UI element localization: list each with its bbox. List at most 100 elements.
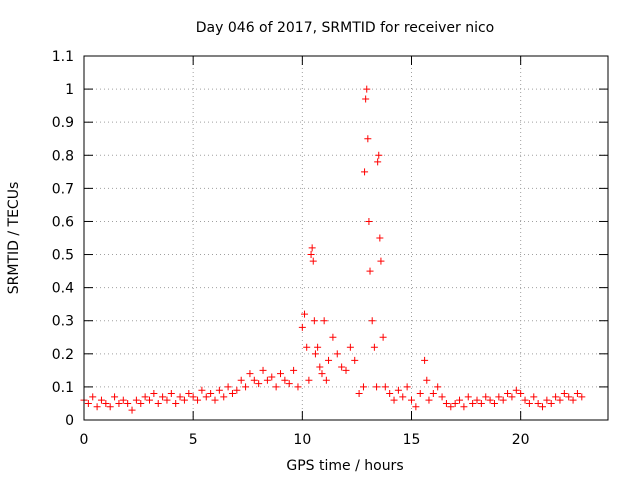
data-point bbox=[220, 393, 228, 401]
data-point bbox=[373, 383, 381, 391]
y-tick-label: 0.2 bbox=[52, 347, 74, 363]
data-point bbox=[477, 399, 485, 407]
data-point bbox=[552, 393, 560, 401]
data-point bbox=[255, 380, 263, 388]
data-point bbox=[434, 383, 442, 391]
data-point bbox=[215, 386, 223, 394]
data-point bbox=[172, 399, 180, 407]
data-point bbox=[311, 350, 319, 358]
series-srmtid bbox=[80, 85, 586, 414]
data-point bbox=[224, 383, 232, 391]
data-point bbox=[320, 317, 328, 325]
data-point bbox=[115, 399, 123, 407]
data-point bbox=[386, 390, 394, 398]
data-point bbox=[277, 370, 284, 378]
data-point bbox=[102, 399, 110, 407]
data-point bbox=[329, 333, 337, 341]
data-point bbox=[456, 396, 464, 404]
data-point bbox=[438, 393, 446, 401]
label-layer: 0 0.1 0.2 0.3 0.4 0.5 0.6 0.7 0.8 0.9 1 1.1 0 5 10 15 20 bbox=[52, 49, 530, 448]
data-point bbox=[93, 403, 101, 411]
data-point bbox=[281, 376, 289, 384]
data-point bbox=[495, 393, 503, 401]
x-tick-label: 0 bbox=[80, 432, 89, 448]
data-point bbox=[368, 317, 376, 325]
x-tick-label: 10 bbox=[293, 432, 311, 448]
data-point bbox=[556, 396, 564, 404]
data-point bbox=[547, 399, 555, 407]
tick-layer bbox=[83, 55, 608, 421]
grid-layer bbox=[84, 56, 608, 420]
y-tick-label: 1 bbox=[65, 82, 74, 98]
data-point bbox=[154, 399, 162, 407]
data-point bbox=[425, 396, 433, 404]
y-tick-label: 0.4 bbox=[52, 281, 74, 297]
data-layer bbox=[80, 85, 586, 414]
data-point bbox=[128, 406, 136, 414]
data-point bbox=[318, 370, 326, 378]
data-point bbox=[377, 257, 385, 265]
data-point bbox=[346, 343, 354, 351]
plot-frame bbox=[83, 55, 609, 421]
data-point bbox=[482, 393, 490, 401]
data-point bbox=[374, 158, 382, 166]
data-point bbox=[268, 373, 276, 381]
data-point bbox=[237, 376, 245, 384]
data-point bbox=[163, 396, 171, 404]
chart-title: Day 046 of 2017, SRMTID for receiver nic… bbox=[196, 20, 494, 36]
data-point bbox=[573, 390, 581, 398]
data-point bbox=[84, 399, 92, 407]
data-point bbox=[376, 234, 384, 242]
data-point bbox=[451, 399, 459, 407]
data-point bbox=[351, 356, 359, 364]
data-point bbox=[379, 333, 387, 341]
data-point bbox=[362, 95, 370, 103]
data-point bbox=[521, 396, 529, 404]
data-point bbox=[512, 386, 520, 394]
data-point bbox=[381, 383, 389, 391]
data-point bbox=[565, 393, 573, 401]
data-point bbox=[124, 399, 132, 407]
data-point bbox=[525, 399, 533, 407]
data-point bbox=[366, 267, 374, 275]
data-point bbox=[421, 356, 429, 364]
data-point bbox=[429, 390, 437, 398]
data-point bbox=[473, 396, 481, 404]
data-point bbox=[408, 396, 415, 404]
data-point bbox=[111, 393, 119, 401]
data-point bbox=[246, 370, 254, 378]
y-tick-label: 0.5 bbox=[52, 248, 74, 264]
data-point bbox=[132, 396, 140, 404]
data-point bbox=[263, 376, 271, 384]
data-point bbox=[307, 251, 315, 259]
data-point bbox=[250, 376, 258, 384]
data-point bbox=[322, 376, 330, 384]
y-tick-label: 1.1 bbox=[52, 49, 74, 65]
y-tick-label: 0.7 bbox=[52, 181, 74, 197]
data-point bbox=[464, 393, 472, 401]
data-point bbox=[375, 151, 383, 159]
data-point bbox=[394, 386, 402, 394]
data-point bbox=[365, 217, 373, 225]
data-point bbox=[578, 393, 586, 401]
x-axis-title: GPS time / hours bbox=[286, 458, 403, 474]
data-point bbox=[390, 396, 398, 404]
data-point bbox=[460, 403, 468, 411]
data-point bbox=[543, 396, 551, 404]
data-point bbox=[399, 393, 407, 401]
data-point bbox=[508, 393, 516, 401]
y-tick-label: 0 bbox=[65, 413, 74, 429]
data-point bbox=[308, 244, 316, 252]
data-point bbox=[259, 366, 267, 374]
data-point bbox=[97, 396, 105, 404]
data-point bbox=[342, 366, 350, 374]
data-point bbox=[159, 393, 167, 401]
y-tick-label: 0.8 bbox=[52, 148, 74, 164]
data-point bbox=[137, 399, 145, 407]
x-tick-label: 15 bbox=[403, 432, 421, 448]
data-point bbox=[338, 363, 346, 371]
data-point bbox=[539, 403, 546, 411]
data-point bbox=[207, 390, 215, 398]
y-tick-label: 0.1 bbox=[52, 380, 74, 396]
data-point bbox=[412, 403, 420, 411]
